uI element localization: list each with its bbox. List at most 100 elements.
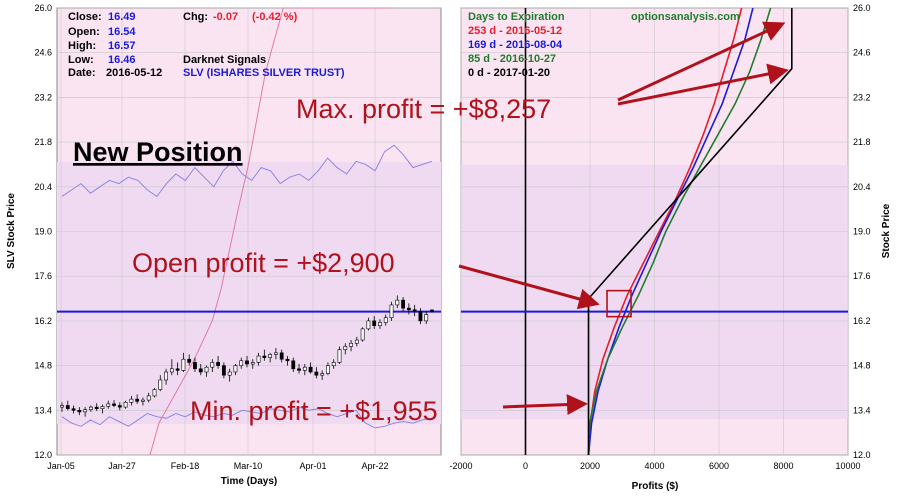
candle-body	[100, 406, 105, 410]
left-y-tick: 12.0	[34, 450, 52, 460]
candle-body	[268, 354, 273, 358]
left-gridlines	[57, 7, 441, 456]
left-x-tick: Mar-10	[234, 461, 263, 471]
candle-body	[198, 368, 203, 373]
left-y-tick: 26.0	[34, 3, 52, 13]
candle-body	[181, 358, 186, 371]
close-value: 16.49	[108, 11, 136, 23]
high-value: 16.57	[108, 40, 136, 52]
left-x-tick: Jan-05	[47, 461, 75, 471]
candle-body	[123, 402, 128, 408]
right-x-label: Profits ($)	[632, 481, 679, 492]
open-label: Open:	[68, 26, 100, 38]
right-x-tick: 8000	[773, 461, 793, 471]
left-y-tick: 16.2	[34, 316, 52, 326]
candle-body	[430, 309, 434, 312]
candle-body	[389, 304, 394, 319]
left-y-tick: 24.6	[34, 48, 52, 58]
min-profit-arrow	[502, 394, 588, 416]
candle-body	[418, 311, 423, 322]
candle-body	[60, 405, 64, 408]
left-y-tick: 14.8	[34, 361, 52, 371]
candle-body	[204, 366, 209, 373]
candle-body	[233, 365, 238, 373]
right-y-tick: 21.8	[853, 137, 871, 147]
candle-body	[158, 379, 163, 390]
candle-body	[366, 320, 371, 330]
left-x-tick: Feb-18	[171, 461, 200, 471]
candle-body	[221, 365, 226, 376]
candle-body	[169, 368, 174, 373]
max-profit-arrow-top	[617, 21, 786, 102]
chg-value: -0.07	[213, 11, 238, 23]
right-x-tick: 10000	[835, 461, 860, 471]
candle-body	[372, 320, 377, 326]
left-x-tick: Apr-22	[361, 461, 388, 471]
left-y-tick: 21.8	[34, 137, 52, 147]
candlesticks	[60, 295, 434, 417]
candle-body	[302, 366, 307, 371]
left-x-ticks: Jan-05 Jan-27 Feb-18 Mar-10 Apr-01 Apr-22	[47, 461, 388, 471]
candle-body	[77, 409, 82, 413]
right-y-tick: 13.4	[853, 405, 871, 415]
candle-body	[89, 406, 93, 410]
new-position-title: New Position	[73, 137, 243, 167]
candle-body	[187, 358, 192, 363]
candle-body	[193, 362, 197, 370]
candle-body	[406, 307, 411, 311]
legend: Days to Expiration optionsanalysis.com 2…	[468, 11, 740, 79]
close-label: Close:	[68, 11, 102, 23]
open-profit-arrow	[458, 264, 600, 310]
left-y-tick: 17.6	[34, 271, 52, 281]
candle-body	[129, 398, 134, 403]
candle-body	[308, 366, 313, 373]
candle-body	[274, 352, 278, 355]
close-history-line	[149, 7, 390, 456]
candle-body	[331, 362, 336, 366]
right-x-tick: 0	[523, 461, 528, 471]
candle-body	[146, 395, 151, 401]
right-x-tick: 2000	[580, 461, 600, 471]
right-x-tick: 4000	[644, 461, 664, 471]
right-y-tick: 23.2	[853, 92, 871, 102]
signals-label: Darknet Signals	[183, 54, 266, 66]
min-profit-label: Min. profit = +$1,955	[190, 396, 438, 426]
candle-body	[141, 399, 145, 402]
low-label: Low:	[68, 54, 94, 66]
candle-body	[210, 362, 215, 368]
candle-body	[326, 365, 330, 374]
legend-item-169d: 169 d - 2016-08-04	[468, 39, 563, 51]
right-y-tick: 14.8	[853, 361, 871, 371]
chg-pct-value: (-0.42 %)	[252, 11, 298, 23]
candle-body	[106, 403, 111, 407]
candle-body	[250, 362, 255, 365]
candle-body	[227, 371, 232, 376]
candle-body	[216, 362, 220, 366]
legend-title: Days to Expiration	[468, 11, 565, 23]
candle-body	[83, 409, 88, 413]
right-panel: 12.0 13.4 14.8 16.2 17.6 19.0 20.4 21.8 23.2 24.6…	[449, 3, 892, 492]
legend-item-253d: 253 d - 2016-05-12	[468, 25, 562, 37]
left-x-tick: Apr-01	[299, 461, 326, 471]
right-y-tick: 17.6	[853, 271, 871, 281]
low-value: 16.46	[108, 54, 136, 66]
candle-body	[395, 299, 400, 306]
right-y-ticks: 12.0 13.4 14.8 16.2 17.6 19.0 20.4 21.8 23.2 24.6…	[853, 3, 871, 460]
candle-body	[349, 342, 353, 347]
right-y-tick: 19.0	[853, 227, 871, 237]
candle-body	[152, 389, 157, 397]
right-y-tick: 12.0	[853, 450, 871, 460]
candle-body	[117, 405, 122, 408]
right-x-tick: -2000	[449, 461, 472, 471]
profit-curve-2	[587, 7, 772, 456]
candle-body	[314, 371, 319, 376]
right-y-tick: 20.4	[853, 182, 871, 192]
candle-body	[291, 360, 296, 370]
candle-body	[360, 328, 365, 341]
candle-body	[262, 355, 267, 358]
candle-body	[164, 371, 168, 381]
candle-body	[256, 355, 261, 363]
left-x-tick: Jan-27	[108, 461, 136, 471]
left-y-ticks: 12.0 13.4 14.8 16.2 17.6 19.0 20.4 21.8 23.2 24.6…	[34, 3, 52, 460]
